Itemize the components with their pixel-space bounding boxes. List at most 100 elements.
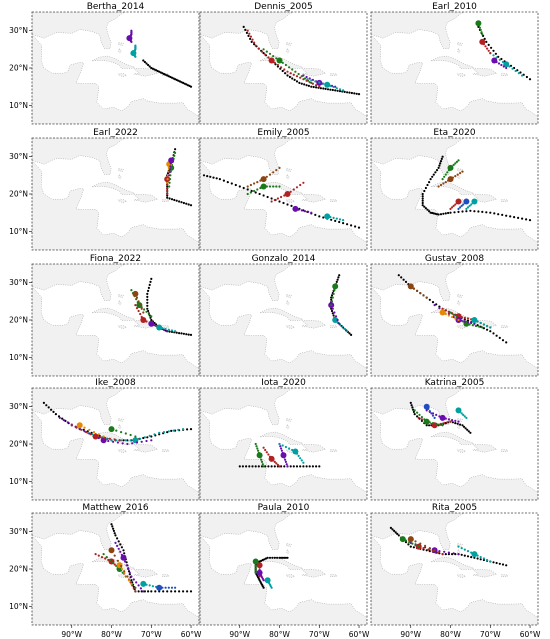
track-point: [116, 559, 119, 562]
track-point: [505, 564, 508, 567]
track-point: [497, 62, 501, 65]
track-point: [162, 590, 165, 593]
track-point: [332, 292, 335, 295]
storm-track: [126, 29, 133, 44]
landmass: [259, 431, 304, 445]
track-point: [135, 581, 138, 584]
track-point: [117, 540, 120, 543]
track-point: [432, 173, 435, 176]
landmass: [200, 388, 294, 425]
track-point: [299, 76, 302, 79]
storm-track: [70, 424, 121, 442]
track-point: [123, 570, 126, 573]
lat-tick-label: 10°N: [9, 353, 28, 362]
storm-position-marker: [256, 452, 263, 459]
track-point: [418, 413, 421, 416]
track-point: [331, 296, 334, 299]
track-point: [295, 465, 299, 468]
panel-frame: [370, 263, 539, 377]
track-point: [490, 46, 493, 49]
track-point: [407, 543, 410, 546]
track-point: [501, 213, 504, 216]
track-point: [174, 330, 177, 333]
track-point: [264, 465, 267, 468]
track-point: [439, 160, 443, 163]
storm-track: [475, 20, 484, 36]
track-point: [257, 449, 260, 452]
track-point: [282, 201, 285, 205]
track-point: [290, 204, 293, 207]
track-point: [430, 412, 433, 415]
track-point: [346, 91, 349, 94]
landmass: [200, 535, 367, 625]
panel-title: Rita_2005: [432, 503, 477, 513]
track-point: [498, 336, 501, 339]
track-point: [346, 330, 349, 333]
track-point: [330, 309, 334, 313]
track-point: [435, 413, 438, 416]
track-point: [295, 80, 299, 83]
landmass: [501, 199, 509, 202]
track-point: [178, 590, 181, 593]
track-point: [330, 296, 333, 299]
track-point: [521, 217, 524, 220]
track-point: [275, 185, 278, 188]
map-area: [200, 388, 367, 500]
storm-position-marker: [399, 536, 406, 543]
map-area: [200, 12, 367, 124]
track-point: [242, 25, 245, 28]
map-panel: Paula_2010 90°W 80°W 70°W 60°W: [199, 503, 370, 639]
landmass: [371, 12, 465, 49]
track-point: [466, 206, 470, 209]
storm-position-marker: [126, 35, 133, 42]
track-point: [303, 83, 306, 86]
track-point: [312, 85, 315, 89]
track-point: [473, 210, 476, 213]
track-point: [463, 320, 466, 323]
storm-position-marker: [475, 20, 482, 27]
track-point: [449, 311, 452, 314]
landmass: [118, 174, 122, 180]
track-point: [306, 78, 309, 81]
landmass: [457, 42, 463, 46]
lon-tick-label: 80°W: [269, 630, 290, 639]
lat-tick-label: 30°N: [9, 278, 28, 287]
storm-track: [156, 584, 177, 591]
landmass: [286, 543, 292, 547]
track-point: [453, 211, 456, 214]
track-point: [173, 198, 176, 202]
landmass: [301, 68, 327, 77]
landmass: [286, 574, 296, 578]
track-point: [335, 280, 338, 283]
landmass: [457, 294, 463, 298]
track-point: [508, 65, 511, 68]
track-point: [284, 72, 287, 75]
track-point: [112, 529, 115, 533]
map-panel: Earl_2010: [370, 2, 539, 125]
track-point: [248, 32, 251, 35]
storm-track: [449, 198, 462, 210]
landmass: [200, 34, 367, 124]
track-point: [168, 181, 171, 184]
track-point: [457, 210, 460, 213]
track-point: [272, 55, 275, 58]
track-point: [258, 192, 261, 196]
track-point: [463, 548, 466, 551]
track-point: [278, 442, 281, 446]
storm-position-marker: [471, 317, 478, 323]
track-point: [186, 428, 189, 431]
track-point: [444, 181, 447, 184]
landmass: [200, 138, 294, 175]
track-point: [286, 556, 289, 559]
track-point: [266, 195, 269, 199]
track-point: [218, 178, 221, 181]
track-point: [466, 555, 470, 558]
track-point: [333, 289, 336, 292]
storm-position-marker: [503, 61, 510, 68]
track-point: [226, 181, 229, 184]
track-point: [337, 276, 340, 279]
track-point: [334, 315, 338, 318]
storm-position-marker: [332, 317, 339, 323]
track-point: [509, 215, 512, 218]
track-point: [116, 537, 119, 540]
